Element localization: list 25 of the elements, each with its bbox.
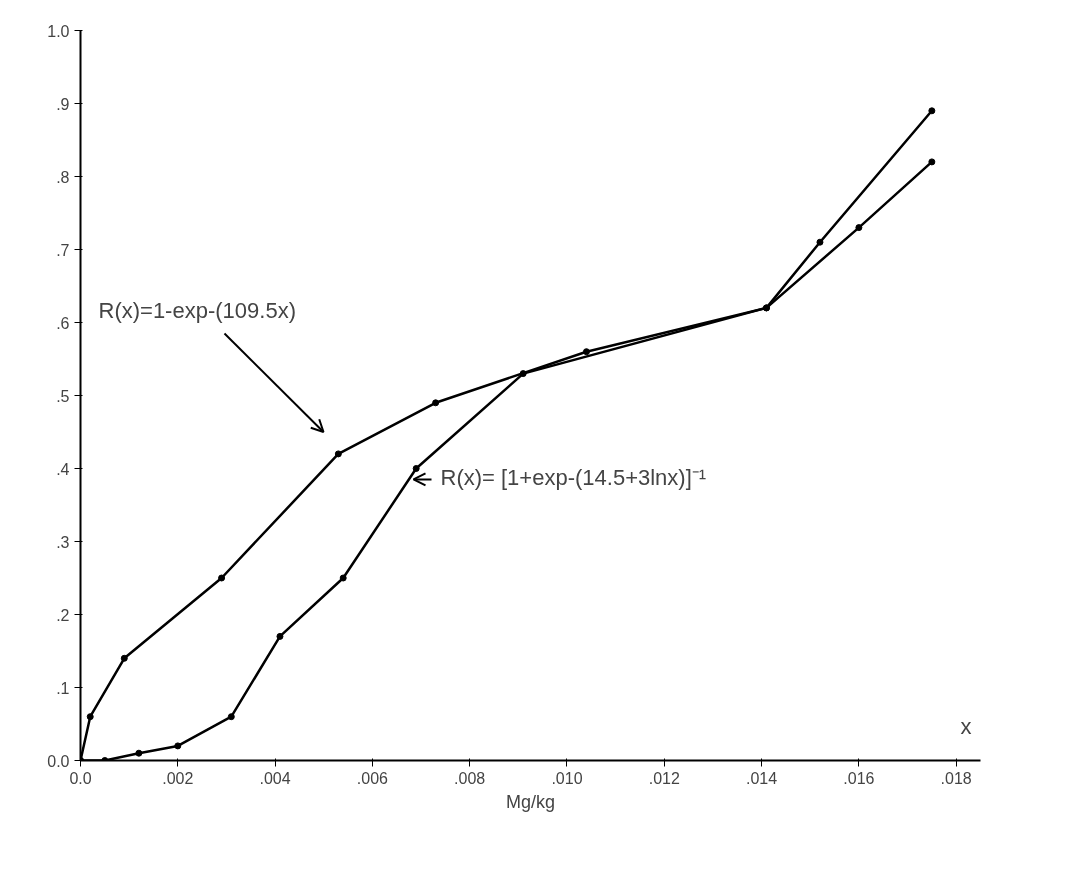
y-tick-label: 0.0 — [47, 752, 70, 770]
y-tick-label: .3 — [56, 533, 70, 551]
x-tick-label: .010 — [551, 769, 583, 787]
annotation: x — [960, 713, 972, 739]
y-tick-label: .9 — [56, 95, 70, 113]
annotation: R(x)= [1+exp-(14.5+3lnx)]⁻¹ — [440, 465, 707, 491]
x-tick-label: .016 — [843, 769, 875, 787]
annotation: R(x)=1-exp-(109.5x) — [98, 297, 296, 323]
y-tick-label: .7 — [56, 241, 70, 259]
x-tick-label: .014 — [746, 769, 778, 787]
y-tick-label: .1 — [56, 679, 70, 697]
x-tick-label: .018 — [940, 769, 972, 787]
y-tick-label: .4 — [56, 460, 70, 478]
x-tick-label: .012 — [648, 769, 680, 787]
x-tick-label: .004 — [259, 769, 291, 787]
y-tick-label: 1.0 — [47, 22, 70, 40]
y-tick-label: .2 — [56, 606, 70, 624]
x-tick-label: .008 — [454, 769, 486, 787]
y-tick-label: .5 — [56, 387, 70, 405]
y-tick-label: .6 — [56, 314, 70, 332]
x-axis-title: Mg/kg — [505, 791, 556, 812]
x-tick-label: .002 — [162, 769, 194, 787]
x-tick-label: .006 — [356, 769, 389, 787]
y-tick-label: .8 — [56, 168, 70, 186]
x-tick-label: 0.0 — [69, 769, 92, 787]
